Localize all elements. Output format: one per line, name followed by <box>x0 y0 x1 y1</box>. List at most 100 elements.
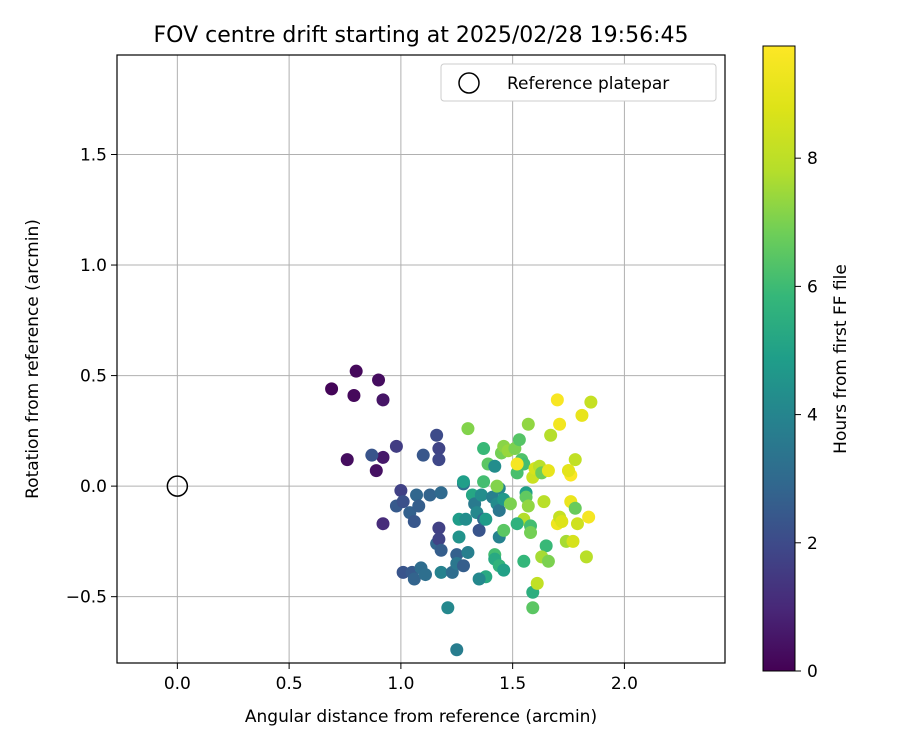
legend-box <box>440 63 717 102</box>
data-point <box>477 475 491 489</box>
y-tick-label: 0.0 <box>80 477 107 497</box>
data-point <box>539 539 553 553</box>
data-point <box>434 486 448 500</box>
colorbar-ticks: 0 2 4 6 8 <box>795 149 818 682</box>
legend-marker-reference-platepar <box>458 72 480 94</box>
data-point <box>372 373 386 387</box>
data-point <box>389 439 403 453</box>
data-point <box>423 488 437 502</box>
data-point <box>416 448 430 462</box>
data-points <box>325 364 598 657</box>
data-point <box>432 442 446 456</box>
data-point <box>396 565 410 579</box>
x-tick-label: 2.0 <box>611 674 638 694</box>
data-point <box>365 448 379 462</box>
data-point <box>541 554 555 568</box>
data-point <box>432 521 446 535</box>
data-point <box>555 515 569 529</box>
x-tick-label: 1.5 <box>499 674 526 694</box>
data-point <box>376 393 390 407</box>
data-point <box>521 499 535 513</box>
data-point <box>570 517 584 531</box>
data-point <box>537 495 551 509</box>
data-point <box>410 488 424 502</box>
data-point <box>472 572 486 586</box>
colorbar-tick-label: 8 <box>807 149 818 169</box>
data-point <box>579 550 593 564</box>
chart-title: FOV centre drift starting at 2025/02/28 … <box>154 23 689 48</box>
data-point <box>456 559 470 573</box>
y-tick-label: 1.0 <box>80 256 107 276</box>
data-point <box>553 417 567 431</box>
data-point <box>530 576 544 590</box>
data-point <box>492 503 506 517</box>
legend-entry-reference-platepar: Reference platepar <box>507 74 669 94</box>
data-point <box>472 523 486 537</box>
y-tick-label: 0.5 <box>80 367 107 387</box>
data-point <box>517 554 531 568</box>
data-point <box>541 464 555 478</box>
data-point <box>568 453 582 467</box>
colorbar-tick-label: 2 <box>807 534 818 554</box>
data-point <box>575 408 589 422</box>
y-tick-label: −0.5 <box>66 588 107 608</box>
data-point <box>510 457 524 471</box>
data-point <box>582 510 596 524</box>
colorbar-label: Hours from first FF file <box>831 264 851 454</box>
y-axis-ticks: −0.5 0.0 0.5 1.0 1.5 <box>66 145 117 608</box>
data-point <box>477 442 491 456</box>
data-point <box>441 601 455 615</box>
reference-marker-group <box>166 475 189 497</box>
data-point <box>394 484 408 498</box>
x-tick-label: 0.5 <box>276 674 303 694</box>
data-point <box>510 517 524 531</box>
data-point <box>376 450 390 464</box>
data-point <box>452 530 466 544</box>
data-point <box>562 464 576 478</box>
reference-platepar-marker <box>166 475 189 497</box>
colorbar-tick-label: 0 <box>807 662 818 682</box>
data-point <box>432 453 446 467</box>
data-point <box>497 523 511 537</box>
data-point <box>396 495 410 509</box>
grid-lines <box>117 55 725 663</box>
data-point <box>325 382 339 396</box>
data-point <box>544 428 558 442</box>
data-point <box>347 388 361 402</box>
data-point <box>432 532 446 546</box>
y-axis-label: Rotation from reference (arcmin) <box>23 219 43 499</box>
data-point <box>434 565 448 579</box>
plot-frame <box>116 54 726 664</box>
data-point <box>479 512 493 526</box>
data-point <box>376 517 390 531</box>
data-point <box>568 501 582 515</box>
data-point <box>550 393 564 407</box>
data-point <box>412 499 426 513</box>
data-point <box>488 459 502 473</box>
data-point <box>430 428 444 442</box>
data-point <box>566 534 580 548</box>
data-point <box>490 479 504 493</box>
data-point <box>474 488 488 502</box>
data-point <box>512 433 526 447</box>
data-point <box>340 453 354 467</box>
x-axis-label: Angular distance from reference (arcmin) <box>245 707 597 727</box>
data-point <box>461 422 475 436</box>
legend: Reference platepar <box>440 63 717 102</box>
colorbar <box>762 45 796 672</box>
data-point <box>349 364 363 378</box>
data-point <box>418 568 432 582</box>
y-tick-label: 1.5 <box>80 145 107 165</box>
data-point <box>434 543 448 557</box>
colorbar-tick-label: 4 <box>807 406 818 426</box>
data-point <box>497 563 511 577</box>
data-point <box>503 497 517 511</box>
data-point <box>450 643 464 657</box>
data-point <box>456 475 470 489</box>
data-point <box>369 464 383 478</box>
data-point <box>526 601 540 615</box>
data-point <box>407 572 421 586</box>
data-point <box>521 417 535 431</box>
data-point <box>524 526 538 540</box>
data-point <box>407 515 421 529</box>
